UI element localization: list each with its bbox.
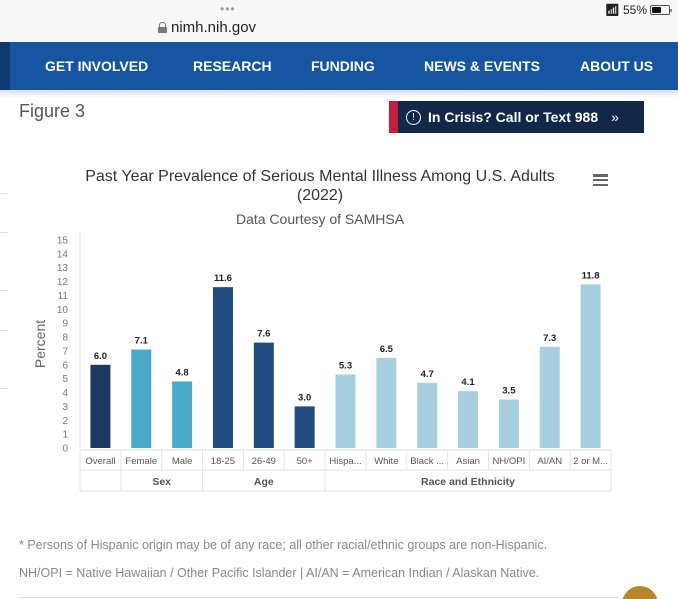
data-label: 4.7: [421, 369, 434, 380]
bar: [212, 287, 233, 448]
y-tick-label: 11: [58, 291, 69, 302]
x-tick-label: Female: [125, 456, 157, 467]
crisis-button[interactable]: ! In Crisis? Call or Text 988 »: [389, 101, 644, 133]
x-tick-label: Overall: [85, 456, 115, 467]
nav-research[interactable]: RESEARCH: [193, 58, 272, 74]
bar: [417, 382, 438, 448]
chart-title: Past Year Prevalence of Serious Mental I…: [30, 167, 610, 205]
x-tick-label: Hispa...: [329, 456, 361, 467]
data-label: 3.5: [502, 385, 516, 396]
data-label: 11.8: [582, 270, 600, 281]
bar: [580, 284, 601, 448]
chart-menu-icon[interactable]: [593, 174, 608, 186]
data-label: 7.1: [135, 336, 149, 347]
url-text: nimh.nih.gov: [171, 19, 257, 36]
y-tick-label: 13: [57, 263, 69, 274]
y-tick-label: 2: [62, 416, 68, 427]
data-label: 4.8: [176, 367, 189, 378]
main-nav: GET INVOLVED RESEARCH FUNDING NEWS & EVE…: [0, 42, 678, 90]
x-tick-label: 18-25: [211, 456, 235, 467]
x-tick-label: White: [374, 456, 398, 467]
info-icon: !: [406, 109, 421, 125]
nav-get-involved[interactable]: GET INVOLVED: [45, 58, 149, 74]
bar: [294, 406, 315, 448]
chart-subtitle: Data Courtesy of SAMHSA: [235, 211, 405, 227]
battery-percent: 55%: [622, 3, 647, 17]
y-tick-label: 6: [62, 360, 68, 371]
data-label: 6.5: [380, 344, 394, 355]
data-label: 4.1: [461, 377, 475, 388]
system-status: 📶︎ 55%: [604, 3, 672, 17]
bar: [539, 346, 560, 448]
x-tick-label: NH/OPI: [493, 456, 526, 467]
group-label: Age: [254, 476, 274, 488]
data-label: 7.6: [257, 329, 270, 340]
y-axis-title: Percent: [32, 320, 48, 368]
browser-status-bar: ••• nimh.nih.gov 📶︎ 55%: [0, 0, 678, 42]
y-tick-label: 5: [62, 374, 68, 385]
bar: [90, 364, 111, 448]
bar: [376, 357, 397, 448]
x-tick-label: Male: [172, 456, 193, 467]
data-label: 3.0: [298, 392, 311, 403]
bar: [458, 391, 479, 448]
bar: [131, 349, 152, 448]
y-tick-label: 7: [62, 346, 68, 357]
x-tick-label: AI/AN: [537, 456, 562, 467]
lock-icon: [158, 22, 167, 33]
footnote-abbreviations: NH/OPI = Native Hawaiian / Other Pacific…: [19, 566, 540, 580]
y-tick-label: 1: [62, 430, 68, 441]
chart-title-line1: Past Year Prevalence of Serious Mental I…: [85, 168, 555, 185]
nav-shadow: [0, 90, 678, 98]
nav-funding[interactable]: FUNDING: [311, 58, 375, 74]
bar: [498, 399, 519, 448]
group-label: Race and Ethnicity: [421, 476, 515, 488]
bar: [172, 381, 193, 448]
x-tick-label: Asian: [456, 456, 480, 467]
nav-about-us[interactable]: ABOUT US: [580, 58, 654, 74]
x-tick-label: Black ...: [410, 456, 444, 467]
back-to-top-button[interactable]: [622, 586, 658, 599]
divider: [19, 597, 619, 598]
x-tick-label: 2 or M...: [573, 456, 608, 467]
data-label: 6.0: [94, 351, 107, 362]
y-tick-label: 8: [62, 333, 68, 344]
y-tick-label: 15: [57, 236, 69, 247]
battery-fill: [652, 7, 661, 13]
group-label: Sex: [152, 476, 171, 488]
y-tick-label: 4: [62, 388, 68, 399]
address-bar[interactable]: nimh.nih.gov: [158, 19, 256, 36]
y-tick-label: 14: [57, 249, 69, 260]
y-tick-label: 3: [62, 402, 68, 413]
y-tick-label: 10: [57, 305, 69, 316]
bar: [335, 374, 356, 448]
y-tick-label: 9: [62, 319, 68, 330]
footnote-hispanic: * Persons of Hispanic origin may be of a…: [19, 538, 548, 552]
bar: [253, 342, 274, 448]
battery-icon: [650, 5, 672, 15]
y-tick-label: 0: [62, 444, 68, 455]
more-dots-icon[interactable]: •••: [220, 2, 236, 16]
data-label: 7.3: [543, 333, 556, 344]
nav-news-events[interactable]: NEWS & EVENTS: [424, 58, 540, 74]
figure-label: Figure 3: [19, 101, 86, 121]
double-chevron-right-icon: »: [611, 109, 619, 125]
x-tick-label: 50+: [297, 456, 314, 467]
data-label: 5.3: [339, 361, 352, 372]
crisis-button-label: In Crisis? Call or Text 988: [428, 109, 599, 125]
chart-title-line2: (2022): [296, 187, 344, 204]
x-tick-label: 26-49: [252, 456, 276, 467]
data-label: 11.6: [214, 273, 232, 284]
y-tick-label: 12: [57, 277, 69, 288]
wifi-icon: 📶︎: [604, 3, 620, 17]
